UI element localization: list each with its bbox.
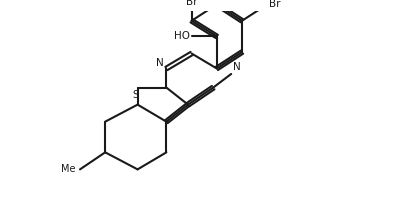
Text: Br: Br (269, 0, 281, 9)
Text: Br: Br (186, 0, 197, 7)
Text: N: N (156, 58, 163, 68)
Text: HO: HO (174, 31, 189, 41)
Text: Me: Me (61, 164, 76, 174)
Text: S: S (132, 90, 139, 100)
Text: N: N (233, 62, 241, 72)
